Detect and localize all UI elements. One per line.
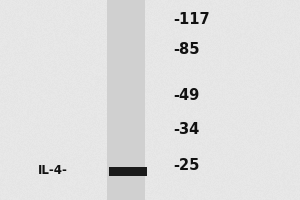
Bar: [107, 0, 145, 200]
Text: -34: -34: [173, 122, 199, 137]
Text: -85: -85: [173, 42, 200, 57]
Text: -117: -117: [173, 12, 210, 27]
Text: IL-4-: IL-4-: [38, 164, 68, 178]
Text: -25: -25: [173, 158, 200, 173]
Bar: [109, 166, 147, 176]
Text: -49: -49: [173, 88, 199, 103]
